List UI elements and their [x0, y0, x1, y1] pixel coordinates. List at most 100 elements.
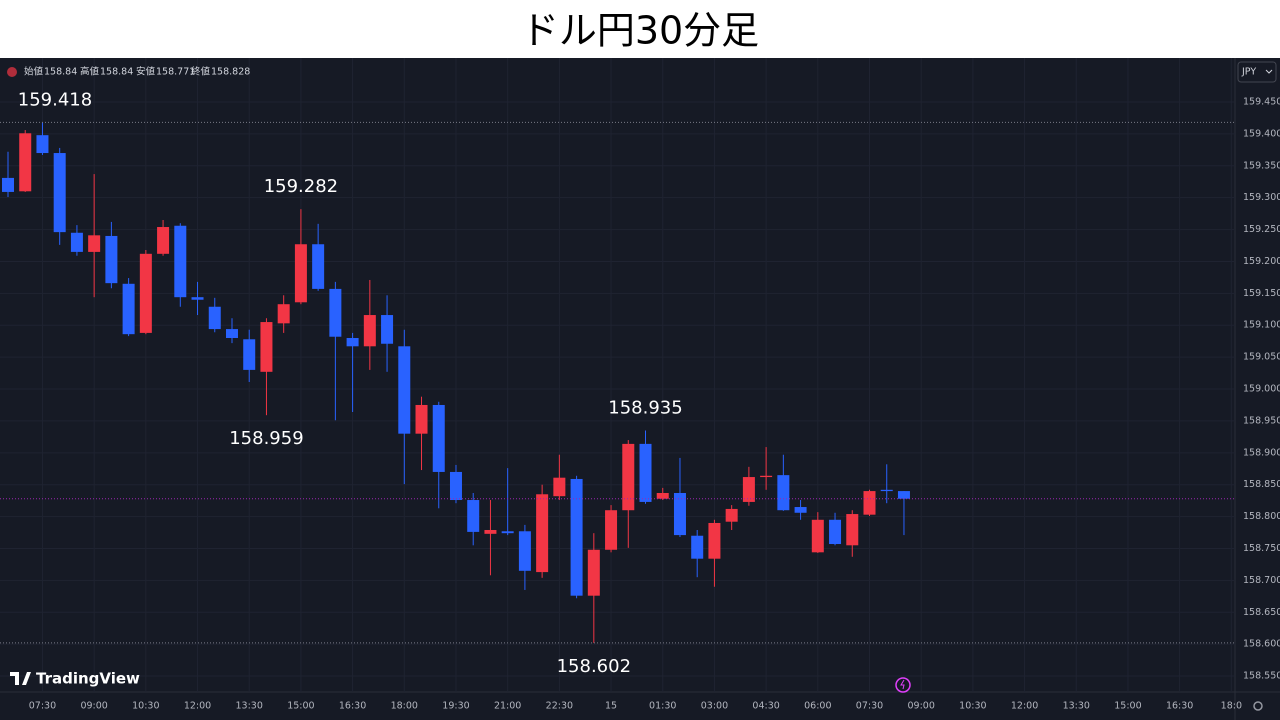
chart-title: ドル円30分足: [521, 9, 759, 53]
y-tick-label: 158.650: [1243, 607, 1280, 618]
candle-body: [243, 339, 256, 370]
y-tick-label: 159.050: [1243, 352, 1280, 363]
plot: [0, 121, 1235, 644]
logo: TradingView: [10, 670, 140, 688]
candle-body: [312, 244, 325, 289]
symbol-icon: [7, 67, 17, 77]
ohlc-value: 158.771: [156, 67, 195, 78]
x-tick-label: 07:30: [29, 701, 56, 712]
candle-body: [467, 500, 480, 532]
x-tick-label: 09:00: [907, 701, 934, 712]
y-tick-label: 159.300: [1243, 192, 1280, 203]
y-tick-label: 158.750: [1243, 543, 1280, 554]
candle-body: [191, 297, 204, 300]
candle-body: [415, 404, 428, 434]
ohlc-label: 始値: [24, 66, 44, 78]
candle-body: [501, 531, 514, 534]
candle-body: [363, 315, 376, 347]
candle-body: [225, 329, 238, 339]
y-tick-label: 158.900: [1243, 447, 1280, 458]
x-tick-label: 10:30: [959, 701, 986, 712]
x-tick-label: 16:30: [1166, 701, 1193, 712]
candle-body: [553, 477, 566, 497]
candle-body: [53, 153, 66, 233]
candle-body: [329, 288, 342, 337]
currency-label: JPY: [1241, 67, 1256, 78]
ohlc-value: 158.84: [100, 67, 133, 78]
y-tick-label: 159.350: [1243, 160, 1280, 171]
candle-body: [484, 529, 497, 534]
candle-body: [656, 492, 669, 499]
price-annotation: 158.935: [608, 397, 682, 418]
candle-body: [863, 491, 876, 515]
watermark: TradingView: [36, 670, 140, 688]
x-tick-label: 09:00: [80, 701, 107, 712]
candle-body: [880, 489, 893, 492]
ohlc-label: 終値: [191, 66, 211, 78]
y-tick-label: 159.100: [1243, 320, 1280, 331]
x-tick-label: 04:30: [752, 701, 779, 712]
candle-body: [36, 135, 49, 154]
candle-body: [88, 235, 101, 252]
alert-icon[interactable]: [895, 677, 911, 693]
x-tick-label: 07:30: [856, 701, 883, 712]
x-tick-label: 12:00: [184, 701, 211, 712]
candle-body: [19, 133, 32, 192]
x-tick-label: 06:00: [804, 701, 831, 712]
logo-mark: [10, 672, 31, 685]
candle-body: [432, 404, 445, 472]
candle-body: [157, 227, 170, 254]
dropdown-arrow: [1265, 69, 1273, 74]
candle-body: [260, 322, 273, 372]
y-tick-label: 159.400: [1243, 128, 1280, 139]
settings-icon[interactable]: [1253, 701, 1263, 711]
y-tick-label: 159.200: [1243, 256, 1280, 267]
x-tick-label: 18:0: [1221, 701, 1242, 712]
candle-body: [536, 494, 549, 573]
candle-body: [70, 232, 83, 252]
x-tick-label: 18:00: [391, 701, 418, 712]
x-tick-label: 15:00: [287, 701, 314, 712]
candle-body: [346, 338, 359, 347]
candle-body: [174, 225, 187, 298]
candle-body: [760, 475, 773, 478]
ohlc-value: 158.84: [44, 67, 77, 78]
candle-body: [277, 304, 290, 324]
y-tick-label: 158.950: [1243, 415, 1280, 426]
candle-body: [2, 177, 14, 192]
candle-body: [587, 549, 600, 596]
ohlc-header: 始値 158.84 高値 158.84 安値 158.771 終値 158.82…: [24, 66, 250, 78]
candle-body: [570, 478, 583, 596]
currency-selector[interactable]: [1237, 61, 1277, 83]
candle-body: [742, 477, 755, 502]
candle-body: [105, 235, 118, 284]
candle-body: [208, 306, 221, 330]
candle-body: [673, 492, 686, 536]
price-annotation: 158.959: [229, 428, 303, 449]
candle-body: [139, 253, 152, 333]
candle-body: [622, 443, 635, 511]
candle-body: [811, 519, 824, 553]
y-tick-label: 159.450: [1243, 97, 1280, 108]
candle-body: [449, 471, 462, 501]
candle-body: [381, 315, 394, 344]
candle-body: [897, 491, 910, 499]
x-tick-label: 10:30: [132, 701, 159, 712]
x-tick-label: 15: [605, 701, 617, 712]
candle-body: [691, 535, 704, 559]
alert-bolt: [900, 679, 905, 690]
price-annotation: 158.602: [557, 656, 631, 677]
y-tick-label: 158.550: [1243, 671, 1280, 682]
title-band: [0, 0, 1280, 58]
x-tick-label: 13:30: [1063, 701, 1090, 712]
x-tick-label: 15:00: [1114, 701, 1141, 712]
candle-body: [708, 522, 721, 559]
y-tick-label: 159.150: [1243, 288, 1280, 299]
y-tick-label: 158.700: [1243, 575, 1280, 586]
ohlc-label: 安値: [136, 66, 156, 78]
x-tick-label: 12:00: [1011, 701, 1038, 712]
price-annotation: 159.282: [264, 176, 338, 197]
y-tick-label: 158.800: [1243, 511, 1280, 522]
candle-body: [846, 514, 859, 546]
